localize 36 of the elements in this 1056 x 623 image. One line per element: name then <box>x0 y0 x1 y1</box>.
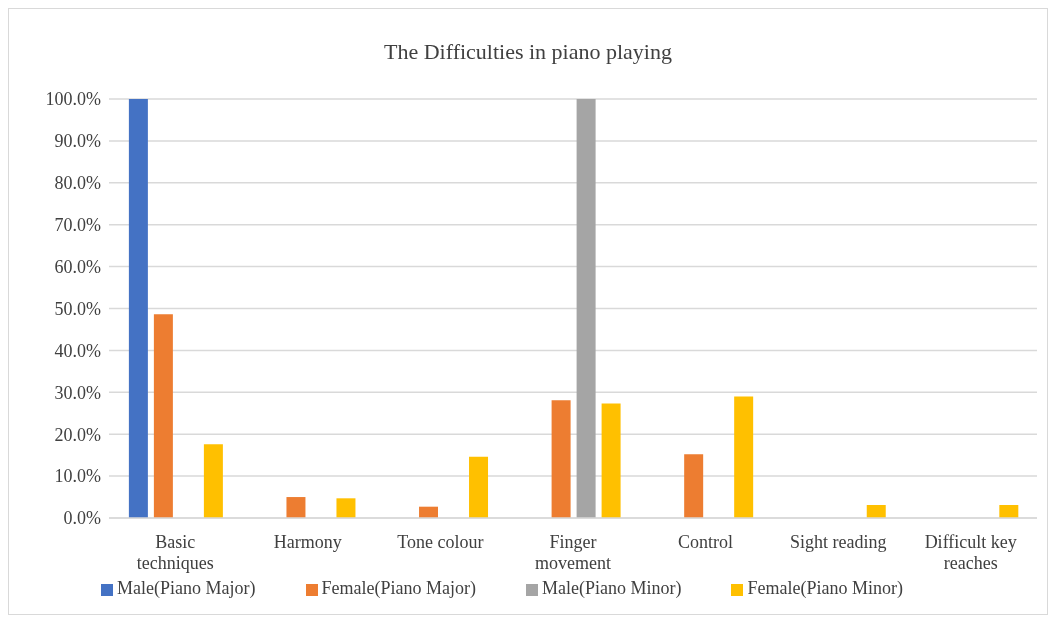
bar <box>128 99 148 518</box>
bar <box>684 454 704 518</box>
x-tick-label: Control <box>678 532 734 553</box>
x-tick-label: Finger movement <box>535 532 611 573</box>
legend-label: Male(Piano Minor) <box>541 578 682 598</box>
legend-label: Male(Piano Major) <box>117 578 256 598</box>
y-tick-label: 80.0% <box>54 173 101 194</box>
bar <box>336 498 356 518</box>
bar <box>601 403 621 518</box>
legend-label: Female(Piano Minor) <box>747 578 903 598</box>
y-tick-label: 50.0% <box>54 298 101 319</box>
x-tick-label: Difficult key reaches <box>924 532 1017 573</box>
chart-title: The Difficulties in piano playing <box>383 38 673 66</box>
bar <box>551 400 571 518</box>
bar <box>153 314 173 518</box>
bar <box>866 505 886 518</box>
bar <box>576 99 596 518</box>
bar <box>999 505 1019 518</box>
y-tick-label: 100.0% <box>45 89 101 110</box>
x-tick-label: Sight reading <box>789 532 887 553</box>
x-tick-label: Tone colour <box>397 532 484 553</box>
y-tick-label: 0.0% <box>63 508 101 529</box>
y-tick-label: 10.0% <box>54 466 101 487</box>
x-tick-label: Basic techniques <box>136 532 214 573</box>
y-tick-label: 90.0% <box>54 131 101 152</box>
y-tick-label: 70.0% <box>54 215 101 236</box>
y-tick-label: 30.0% <box>54 382 101 403</box>
y-tick-label: 40.0% <box>54 340 101 361</box>
y-tick-label: 60.0% <box>54 256 101 277</box>
bar <box>469 456 489 518</box>
bar <box>734 396 754 518</box>
x-tick-label: Harmony <box>273 532 342 553</box>
bar <box>286 497 306 518</box>
legend-label: Female(Piano Major) <box>321 578 476 598</box>
y-tick-label: 20.0% <box>54 424 101 445</box>
bar <box>203 444 223 518</box>
